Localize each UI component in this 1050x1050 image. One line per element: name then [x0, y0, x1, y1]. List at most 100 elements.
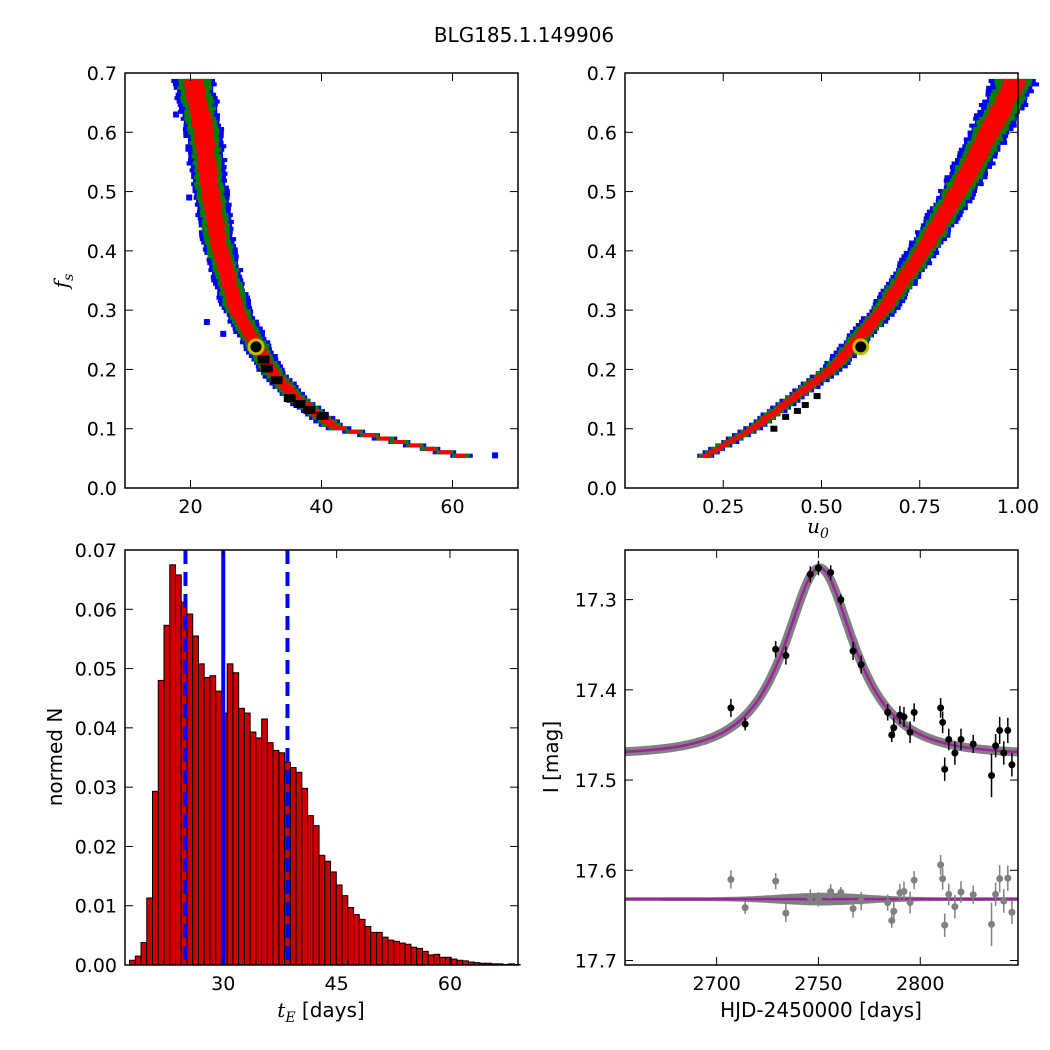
p2-cell-black — [782, 413, 790, 420]
p1-cell-red — [222, 285, 238, 290]
p1-cell-red — [333, 426, 345, 431]
p2-cell-red — [834, 357, 847, 362]
p2-ytick-label: 0.5 — [587, 182, 617, 204]
p2-cell-red — [955, 175, 977, 180]
p4-residual-point — [992, 890, 1000, 898]
p1-cell-red — [231, 312, 247, 317]
p2-heatmap — [697, 78, 1040, 458]
p3-bar — [146, 897, 154, 966]
p2-xtick-label: 1.00 — [997, 496, 1039, 518]
p4-residual-point — [837, 889, 845, 897]
p4-data-point — [849, 647, 857, 655]
p1-cell-red — [198, 168, 218, 173]
p4-residual-point — [772, 877, 780, 885]
p2-cell-red — [989, 106, 1013, 111]
p1-cell-red — [199, 182, 218, 187]
p3-bar — [209, 675, 217, 966]
p2-cell-red — [981, 123, 1005, 128]
p2-cell-red — [863, 323, 878, 328]
p1-cell-red — [241, 329, 256, 334]
p3-bar — [255, 737, 263, 966]
p4-residual-point — [941, 921, 949, 929]
p3-bar — [381, 936, 389, 966]
p1-cell-red — [455, 453, 466, 458]
p3-bar — [192, 635, 199, 966]
p1-cell-red — [188, 109, 210, 114]
p1-cell-red — [194, 127, 214, 132]
p1-best-fit-marker — [247, 338, 265, 356]
p1-cell-red — [201, 188, 220, 194]
p4-data-point — [890, 724, 898, 732]
p2-cell-red — [784, 398, 796, 403]
p4-model-curve — [624, 566, 1019, 754]
p2-cell-red — [982, 120, 1005, 125]
p3-bar — [364, 925, 372, 966]
p4-data-point — [806, 570, 814, 578]
p2-cell-red — [976, 133, 1000, 138]
p3-axes-frame — [124, 549, 519, 966]
p3-ytick-label: 0.04 — [75, 718, 117, 740]
p3-bar — [427, 954, 435, 966]
p4-residual-point — [937, 861, 945, 869]
p3-bar — [157, 679, 165, 966]
p2-cell-red — [880, 302, 896, 307]
p1-cell-red — [201, 192, 221, 197]
p1-cell-red — [245, 336, 260, 341]
p1-ytick-label: 0.6 — [87, 122, 117, 144]
p2-cell-red — [882, 298, 897, 304]
p4-residual-point — [890, 907, 898, 915]
p4-residual-point — [1008, 908, 1016, 916]
p1-cell-red — [216, 261, 233, 266]
p2-cell-red — [748, 426, 759, 431]
p4-ytick-label: 17.5 — [575, 770, 617, 792]
p2-cell-red — [824, 367, 837, 372]
p3-xlabel-var: t — [277, 998, 286, 1022]
p2-cell-red — [767, 412, 778, 417]
p1-cell-red — [210, 240, 227, 245]
p2-cell-red — [839, 350, 853, 355]
p2-cell-red — [918, 240, 938, 245]
p2-cell-red — [779, 402, 790, 407]
p2-ytick-label: 0.6 — [587, 122, 617, 144]
p1-ytick-label: 0.3 — [87, 300, 117, 322]
p2-xtick-label: 0.25 — [702, 496, 744, 518]
p3-bar — [335, 884, 343, 966]
p1-cell-red — [199, 171, 219, 176]
p3-bar — [249, 731, 257, 966]
p2-cell-red — [917, 243, 935, 249]
p2-cell-red — [802, 384, 814, 389]
p2-cell-red — [899, 271, 917, 276]
p4-residual-point — [957, 888, 965, 896]
p1-cell-red — [362, 433, 375, 438]
p4-data-point — [988, 772, 996, 780]
p1-cell-red — [188, 99, 208, 104]
p4-ytick-label: 17.6 — [575, 860, 617, 882]
p4-residual-point — [1004, 874, 1012, 882]
p1-cell-red — [220, 278, 237, 283]
p1-cell-red — [202, 199, 221, 204]
p1-cell-red — [185, 85, 206, 90]
p4-data-point — [772, 645, 780, 653]
p3-bar — [347, 906, 355, 966]
p4-data-point — [937, 704, 945, 712]
p3-bar — [243, 712, 251, 966]
p2-cell-red — [948, 188, 969, 194]
p2-cell-black — [801, 402, 809, 408]
p3-bar — [324, 860, 332, 966]
p4-model-envelope — [622, 563, 1021, 757]
p2-cell-red — [969, 147, 991, 152]
p2-cell-red — [707, 450, 717, 455]
p2-cell-red — [894, 281, 910, 286]
p4-data-point — [906, 728, 914, 736]
p3-bar — [197, 663, 205, 966]
p1-cell-red — [224, 292, 240, 297]
p3-bar — [387, 939, 395, 966]
p2-cell-red — [915, 247, 932, 252]
p2-cell-red — [798, 388, 810, 393]
p4-data-point — [1004, 726, 1012, 734]
p3-bar — [398, 942, 406, 966]
p4-data-point — [992, 742, 1000, 750]
p3-bars — [129, 564, 521, 966]
p1-cell-black — [270, 376, 283, 385]
